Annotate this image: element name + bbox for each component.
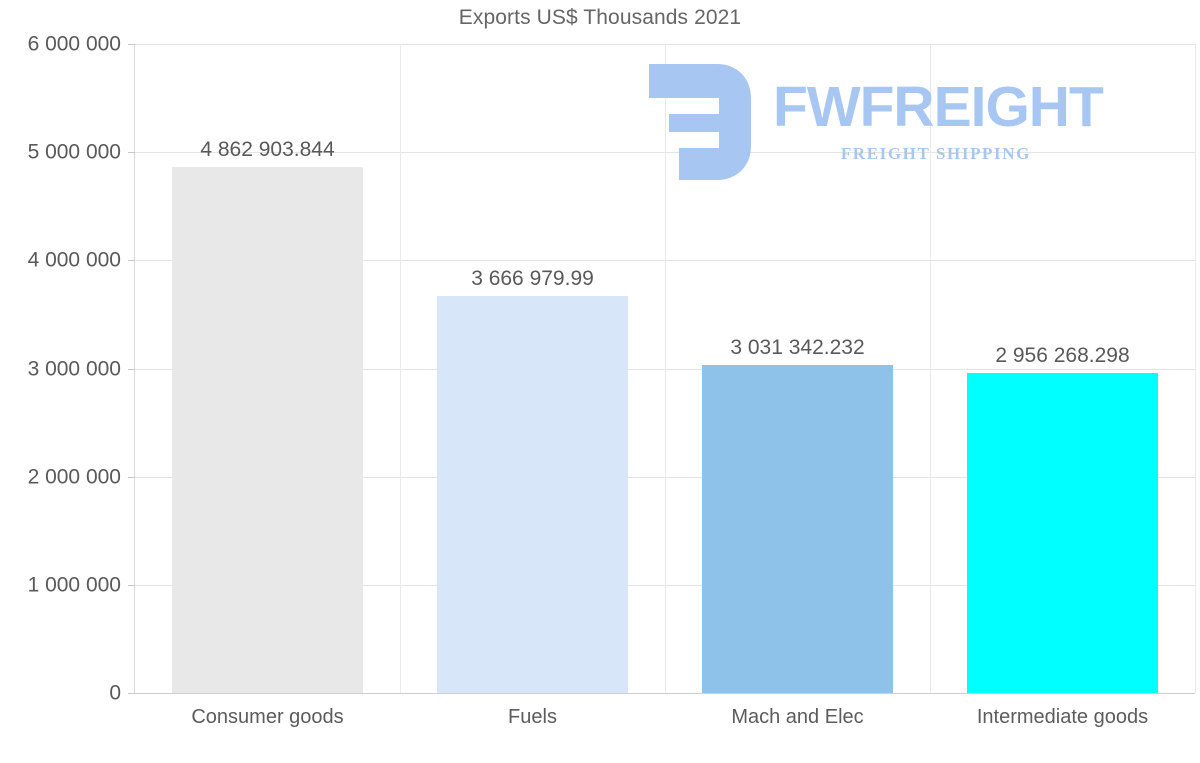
bar-value-label: 4 862 903.844 [200,137,335,161]
x-axis-label: Consumer goods [191,706,344,728]
bar-value-label: 2 956 268.298 [995,344,1130,368]
x-axis-label: Intermediate goods [976,706,1149,728]
bar[interactable] [172,167,363,693]
bar-value-label: 3 031 342.232 [730,336,865,360]
x-axis-label: Fuels [508,706,557,728]
y-axis-label: 2 000 000 [27,465,121,489]
x-axis-label: Mach and Elec [731,706,864,728]
y-axis-tick [128,476,135,478]
y-axis-tick [128,368,135,370]
y-axis-tick [128,260,135,262]
bar[interactable] [702,365,893,693]
y-axis-label: 5 000 000 [27,140,121,164]
y-axis-label: 3 000 000 [27,357,121,380]
y-axis-label: 1 000 000 [27,573,121,597]
bar[interactable] [437,296,628,693]
y-axis-tick [128,152,135,154]
y-axis-label: 4 000 000 [27,248,121,272]
y-axis-label: 6 000 000 [27,32,121,56]
bar[interactable] [967,373,1158,693]
plot-area [135,44,1196,694]
gridline-vertical [665,44,666,693]
gridline-vertical [400,44,401,693]
y-axis-tick [128,44,135,45]
y-axis-label: 0 [109,681,121,705]
gridline-vertical [1195,44,1196,693]
y-axis-tick [128,693,135,694]
y-axis-tick [128,584,135,586]
gridline-horizontal [135,693,1195,694]
bar-value-label: 3 666 979.99 [471,267,594,291]
chart-title: Exports US$ Thousands 2021 [458,6,742,29]
gridline-vertical [930,44,931,693]
